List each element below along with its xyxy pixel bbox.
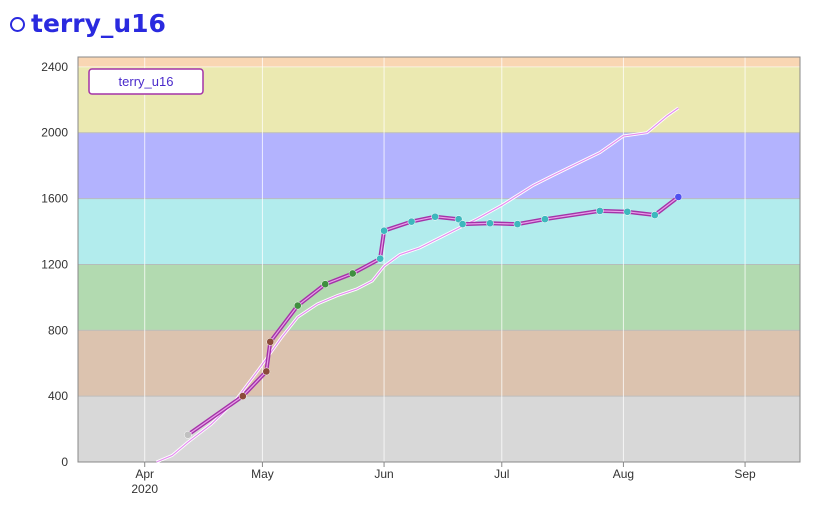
x-tick-label-3: Jul	[494, 467, 509, 481]
rating-point-12[interactable]	[458, 220, 467, 228]
reference-line	[156, 107, 679, 463]
rating-band-0	[78, 396, 800, 462]
grid-lines	[78, 57, 800, 463]
x-tick-label-2: Jun	[374, 467, 393, 481]
y-tick-label-6: 2400	[41, 60, 68, 74]
x-tick-label-1: May	[251, 467, 274, 481]
rating-band-3	[78, 198, 800, 265]
rating-point-8[interactable]	[380, 226, 388, 235]
circle-icon	[10, 16, 25, 32]
legend-label: terry_u16	[119, 74, 174, 89]
rating-point-13[interactable]	[486, 219, 494, 228]
y-tick-label-5: 2000	[41, 126, 68, 140]
plot-frame	[77, 56, 801, 463]
y-tick-label-2: 800	[48, 323, 68, 337]
rating-band-4	[78, 132, 800, 199]
legend[interactable]: terry_u16	[88, 68, 204, 95]
y-tick-label-4: 1600	[41, 192, 68, 206]
rating-band-2	[78, 264, 800, 331]
rating-point-16[interactable]	[596, 207, 604, 215]
legend-box[interactable]	[88, 68, 204, 95]
y-axis: 0 400 800 1200 1600 2000 2400	[41, 60, 68, 469]
rating-point-7[interactable]	[376, 254, 384, 263]
rating-point-10[interactable]	[431, 212, 439, 221]
x-tick-label-4: Aug	[613, 467, 634, 481]
x-tick-label-5: Sep	[734, 467, 756, 481]
rating-point-6[interactable]	[348, 269, 357, 278]
rating-point-1[interactable]	[238, 392, 247, 400]
rating-bands	[78, 57, 800, 462]
rating-point-0[interactable]	[184, 430, 192, 439]
series-lines	[155, 106, 680, 464]
y-tick-label-3: 1200	[41, 257, 68, 271]
rating-point-19[interactable]	[674, 193, 683, 201]
rating-point-4[interactable]	[293, 301, 302, 310]
x-tick-sublabel-0: 2020	[131, 482, 158, 496]
x-tick-label-0: Apr	[135, 467, 154, 481]
y-tick-label-0: 0	[61, 455, 68, 469]
rating-point-2[interactable]	[262, 367, 271, 376]
rating-point-15[interactable]	[541, 215, 549, 224]
chart-header: terry_u16	[10, 6, 166, 40]
rating-line-highlight	[187, 196, 679, 436]
series-points	[184, 193, 683, 439]
rating-point-3[interactable]	[266, 337, 275, 346]
chart-title: terry_u16	[31, 8, 166, 38]
rating-point-5[interactable]	[321, 280, 330, 289]
rating-band-1	[78, 330, 800, 397]
rating-point-18[interactable]	[650, 211, 659, 219]
rating-point-14[interactable]	[513, 220, 522, 228]
rating-band-6	[78, 57, 800, 67]
y-tick-label-1: 400	[48, 389, 68, 403]
rating-point-17[interactable]	[623, 207, 632, 216]
rating-point-9[interactable]	[407, 217, 416, 226]
